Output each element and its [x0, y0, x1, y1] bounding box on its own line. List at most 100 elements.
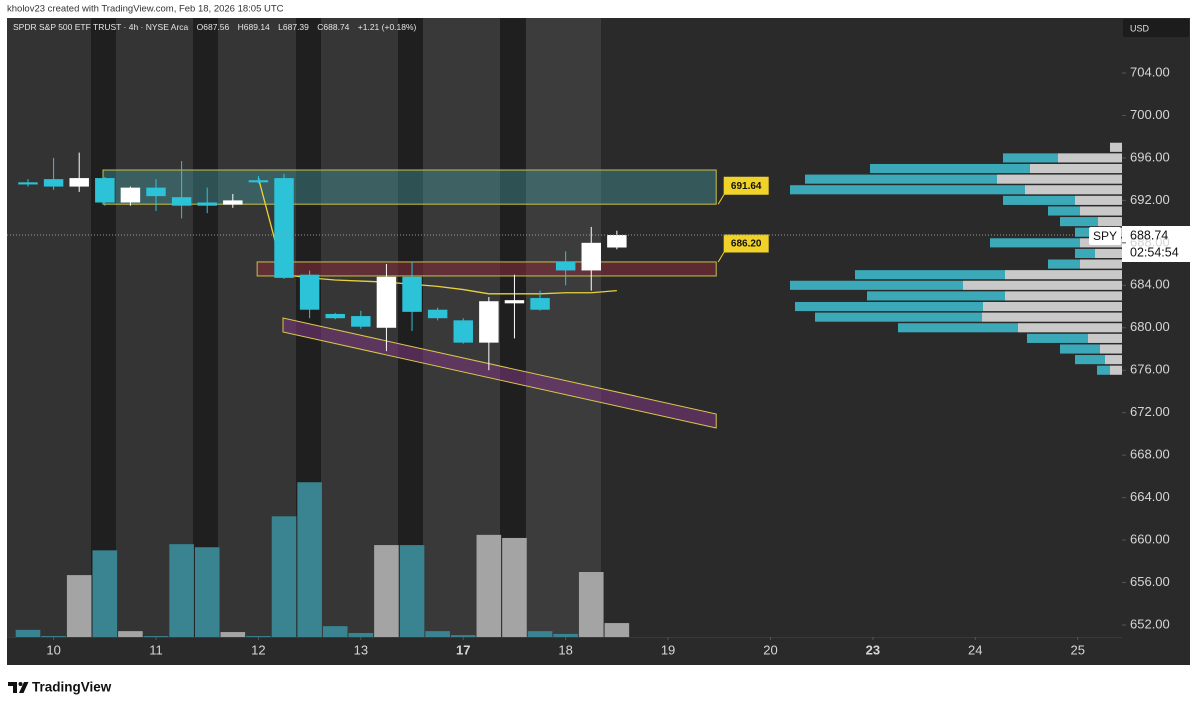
profile-down	[815, 312, 982, 322]
candle-body	[453, 320, 473, 343]
credit: kholov23 created with TradingView.com, F…	[7, 4, 284, 15]
volume-bar	[15, 629, 41, 637]
profile-up	[1100, 344, 1122, 354]
volume-bar	[143, 636, 169, 637]
volume-bar	[476, 534, 502, 637]
extended-session	[500, 18, 526, 637]
profile-up	[1080, 206, 1122, 216]
logo-mark	[19, 682, 29, 693]
candle-body	[43, 179, 64, 187]
y-tick-label: 676.00	[1130, 362, 1170, 377]
volume-bar	[502, 537, 527, 637]
y-tick-label: 660.00	[1130, 532, 1170, 547]
brand: TradingView	[32, 680, 112, 695]
profile-down	[1027, 333, 1088, 343]
volume-bar	[527, 631, 553, 637]
legend-open: O687.56	[197, 22, 230, 32]
volume-bar	[194, 547, 220, 637]
candle-body	[120, 187, 141, 203]
profile-up	[1105, 355, 1122, 365]
candle-body	[274, 178, 294, 278]
volume-bar	[374, 545, 399, 637]
y-tick-label: 696.00	[1130, 149, 1170, 164]
brand-logo	[8, 682, 29, 693]
volume-bar	[604, 623, 630, 637]
session	[116, 18, 193, 637]
legend: SPDR S&P 500 ETF TRUST · 4h · NYSE Arca …	[13, 22, 417, 32]
candle-body	[299, 274, 320, 310]
logo-mark	[8, 682, 17, 693]
zone	[102, 169, 717, 205]
candle-body	[479, 301, 499, 343]
volume-bar	[66, 575, 92, 637]
volume-bar	[297, 482, 322, 637]
profile-up	[1025, 185, 1122, 195]
profile-down	[790, 185, 1025, 195]
profile-up	[1058, 153, 1122, 163]
countdown: 02:54:54	[1130, 245, 1179, 259]
profile-down	[1060, 344, 1100, 354]
x-tick-label: 20	[763, 642, 777, 657]
x-tick-label: 23	[866, 642, 880, 657]
profile-up	[1030, 163, 1122, 174]
x-tick-label: 11	[149, 642, 163, 657]
profile-down	[1075, 227, 1100, 237]
profile-down	[990, 238, 1080, 248]
profile-up	[982, 312, 1122, 322]
currency[interactable]: USD	[1130, 23, 1150, 33]
volume-bar	[425, 631, 450, 637]
candle-body	[248, 180, 269, 183]
y-tick-label: 688.00	[1130, 234, 1170, 249]
logo-mark	[18, 682, 23, 686]
last-price: 688.74	[1130, 228, 1168, 242]
zone	[256, 261, 717, 277]
profile-down	[795, 301, 983, 312]
legend-close: C688.74	[317, 22, 349, 32]
currency-box[interactable]	[1123, 19, 1189, 37]
profile-down	[855, 270, 1005, 280]
profile-up	[1088, 333, 1122, 343]
candle-body	[325, 313, 345, 319]
candle-body	[18, 182, 38, 185]
extended-session	[398, 18, 423, 637]
x-tick-label: 24	[968, 642, 982, 657]
candle-body	[69, 178, 89, 187]
volume-bar	[246, 636, 271, 637]
legend-title: SPDR S&P 500 ETF TRUST · 4h · NYSE Arca	[13, 22, 189, 32]
volume-bar	[399, 545, 425, 637]
profile-down	[1048, 259, 1080, 269]
profile-down	[1003, 195, 1075, 205]
y-tick-label: 700.00	[1130, 107, 1170, 122]
profile-down	[1097, 365, 1110, 375]
profile-up	[1095, 248, 1122, 259]
profile-down	[790, 280, 963, 290]
profile-up	[983, 301, 1122, 312]
profile-up	[963, 280, 1122, 290]
profile-up	[997, 174, 1122, 184]
profile-up	[1018, 323, 1122, 333]
profile-down	[867, 291, 1005, 301]
candle-body	[555, 261, 576, 271]
y-tick-label: 684.00	[1130, 277, 1170, 292]
profile-up	[1110, 142, 1122, 152]
zone-label: 691.64	[731, 181, 762, 192]
profile-down	[1060, 217, 1098, 227]
symbol-box	[1089, 227, 1121, 245]
volume-bar	[220, 632, 246, 637]
y-tick-label: 656.00	[1130, 574, 1170, 589]
extended-session	[193, 18, 218, 637]
candle-body	[427, 309, 448, 319]
volume-bar	[92, 550, 118, 637]
y-tick-label: 680.00	[1130, 319, 1170, 334]
x-tick-label: 18	[558, 642, 572, 657]
y-tick-label: 664.00	[1130, 489, 1170, 504]
volume-bar	[348, 632, 374, 637]
extended-session	[91, 18, 116, 637]
profile-up	[1005, 270, 1122, 280]
candle-body	[171, 197, 192, 206]
volume-bar	[578, 572, 604, 637]
session	[7, 18, 91, 637]
profile-down	[1075, 355, 1105, 365]
